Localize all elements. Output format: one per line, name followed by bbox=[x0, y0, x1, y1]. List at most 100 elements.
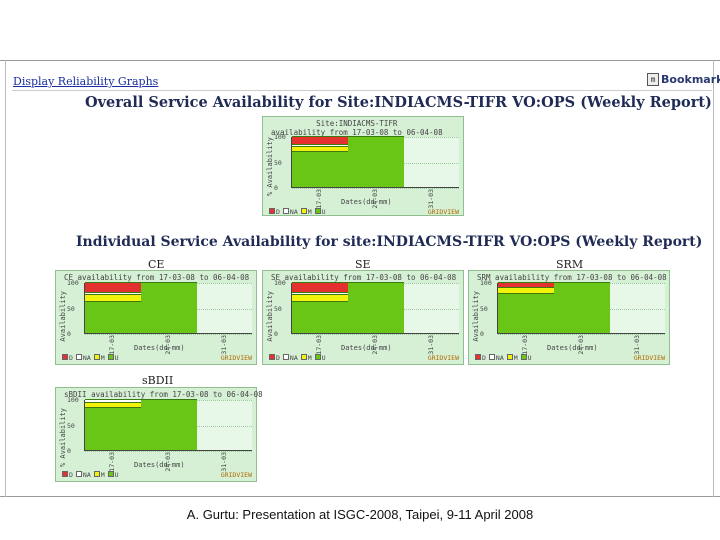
legend-swatch bbox=[300, 208, 307, 214]
gridview-brand: GRIDVIEW bbox=[220, 354, 252, 362]
x-tick-label: 17-03 bbox=[108, 452, 116, 472]
bar-segment-u bbox=[292, 300, 348, 333]
legend-item: NA bbox=[488, 354, 504, 362]
footer-caption: A. Gurtu: Presentation at ISGC-2008, Tai… bbox=[186, 507, 534, 522]
window-left-edge bbox=[5, 60, 6, 497]
chart-legend: D NA M U bbox=[62, 354, 119, 362]
chart-title: SE availability from 17-03-08 to 06-04-0… bbox=[271, 273, 456, 282]
legend-swatch bbox=[475, 354, 481, 360]
legend-label: NA bbox=[82, 471, 91, 479]
legend-label: NA bbox=[495, 354, 504, 362]
window-right-edge bbox=[713, 60, 714, 497]
legend-swatch bbox=[107, 471, 114, 477]
legend-item: NA bbox=[282, 208, 298, 216]
x-tick-label: 17-03 bbox=[315, 335, 323, 355]
legend-item: M bbox=[506, 354, 518, 362]
legend-label: M bbox=[307, 354, 312, 362]
bar-segment-m bbox=[292, 294, 348, 301]
availability-chart: sBDII availability from 17-03-08 to 06-0… bbox=[55, 387, 263, 482]
chart-title-line2: sBDII availability from 17-03-08 to 06-0… bbox=[64, 390, 263, 399]
legend-label: D bbox=[276, 208, 280, 216]
y-tick-label: 0 bbox=[67, 330, 71, 338]
bookmark-button[interactable]: m Bookmark bbox=[647, 73, 720, 86]
chart-title-line2: availability from 17-03-08 to 06-04-08 bbox=[271, 128, 443, 137]
bar-segment-na bbox=[85, 399, 141, 402]
bar-segment-u bbox=[348, 136, 404, 187]
gridview-brand: GRIDVIEW bbox=[427, 208, 459, 216]
y-tick-label: 50 bbox=[274, 304, 282, 313]
y-axis-label: % Availability bbox=[266, 137, 274, 197]
chart-legend: D NA M U bbox=[475, 354, 532, 362]
availability-chart: SRM availability from 17-03-08 to 06-04-… bbox=[468, 270, 670, 365]
availability-chart: SE availability from 17-03-08 to 06-04-0… bbox=[262, 270, 464, 365]
chart-title-line1: Site:INDIACMS-TIFR bbox=[316, 119, 398, 128]
legend-item: U bbox=[314, 208, 326, 216]
legend-label: U bbox=[114, 471, 119, 479]
header-divider bbox=[12, 90, 712, 91]
bar-segment-u bbox=[141, 282, 197, 333]
y-axis-label: Availability bbox=[266, 291, 274, 342]
y-axis-label: Availability bbox=[472, 291, 480, 342]
legend-swatch bbox=[75, 471, 82, 477]
display-reliability-graphs-link[interactable]: Display Reliability Graphs bbox=[13, 75, 159, 88]
legend-swatch bbox=[300, 354, 307, 360]
bar-segment-u bbox=[85, 300, 141, 333]
x-axis-label: Dates(dd-mm) bbox=[547, 344, 598, 352]
legend-label: U bbox=[321, 354, 326, 362]
legend-label: M bbox=[100, 471, 105, 479]
chart-title-line2: SRM availability from 17-03-08 to 06-04-… bbox=[477, 273, 667, 282]
bar-segment-na bbox=[85, 292, 141, 295]
gridline bbox=[85, 334, 252, 335]
plot-area: 0 50 100 bbox=[67, 279, 252, 338]
legend-swatch bbox=[62, 354, 68, 360]
x-tick-label: 17-03 bbox=[108, 335, 116, 355]
legend-label: NA bbox=[82, 354, 91, 362]
legend-label: U bbox=[114, 354, 119, 362]
legend-label: U bbox=[527, 354, 532, 362]
x-axis-label: Dates(dd-mm) bbox=[134, 344, 185, 352]
y-tick-label: 0 bbox=[67, 447, 71, 455]
y-tick-label: 0 bbox=[274, 184, 278, 192]
x-tick-label: 31-03 bbox=[427, 335, 435, 355]
bar-segment-d bbox=[498, 282, 554, 287]
bar-segment-d bbox=[85, 282, 141, 293]
legend-label: D bbox=[482, 354, 486, 362]
plot-area: 0 50 100 bbox=[274, 133, 459, 192]
x-tick-label: 31-03 bbox=[427, 189, 435, 209]
plot-area: 0 50 100 bbox=[67, 396, 252, 455]
plot-area: 0 50 100 bbox=[480, 279, 665, 338]
legend-item: D bbox=[62, 354, 73, 362]
x-axis-label: Dates(dd-mm) bbox=[341, 344, 392, 352]
bar-segment-u bbox=[85, 406, 141, 450]
x-tick-label: 17-03 bbox=[521, 335, 529, 355]
bar-segment-u bbox=[498, 293, 554, 333]
legend-swatch bbox=[488, 354, 495, 360]
y-tick-label: 100 bbox=[67, 396, 79, 404]
chart-title: sBDII availability from 17-03-08 to 06-0… bbox=[64, 390, 263, 399]
y-tick-label: 0 bbox=[480, 330, 484, 338]
chart-title-line2: CE availability from 17-03-08 to 06-04-0… bbox=[64, 273, 250, 282]
srm-section-label: SRM bbox=[556, 258, 584, 271]
legend-swatch bbox=[314, 208, 321, 214]
gridview-brand: GRIDVIEW bbox=[220, 471, 252, 479]
legend-swatch bbox=[506, 354, 513, 360]
legend-swatch bbox=[282, 354, 289, 360]
bookmark-label: Bookmark bbox=[661, 73, 720, 86]
gridline bbox=[292, 334, 459, 335]
bar-segment-na bbox=[292, 143, 348, 147]
bar-segment-m bbox=[85, 401, 141, 407]
legend-swatch bbox=[93, 354, 100, 360]
bar-segment-u bbox=[292, 151, 348, 187]
y-tick-label: 0 bbox=[274, 330, 278, 338]
chart-legend: D NA M U bbox=[269, 208, 326, 216]
gridview-brand: GRIDVIEW bbox=[633, 354, 665, 362]
legend-item: D bbox=[62, 471, 73, 479]
legend-label: D bbox=[69, 354, 73, 362]
legend-swatch bbox=[62, 471, 68, 477]
bar-segment-u bbox=[554, 282, 610, 333]
chart-legend: D NA M U bbox=[269, 354, 326, 362]
legend-label: D bbox=[276, 354, 280, 362]
y-axis-label: % Availability bbox=[59, 408, 67, 468]
x-tick-label: 31-03 bbox=[633, 335, 641, 355]
bar-segment-m bbox=[498, 286, 554, 294]
